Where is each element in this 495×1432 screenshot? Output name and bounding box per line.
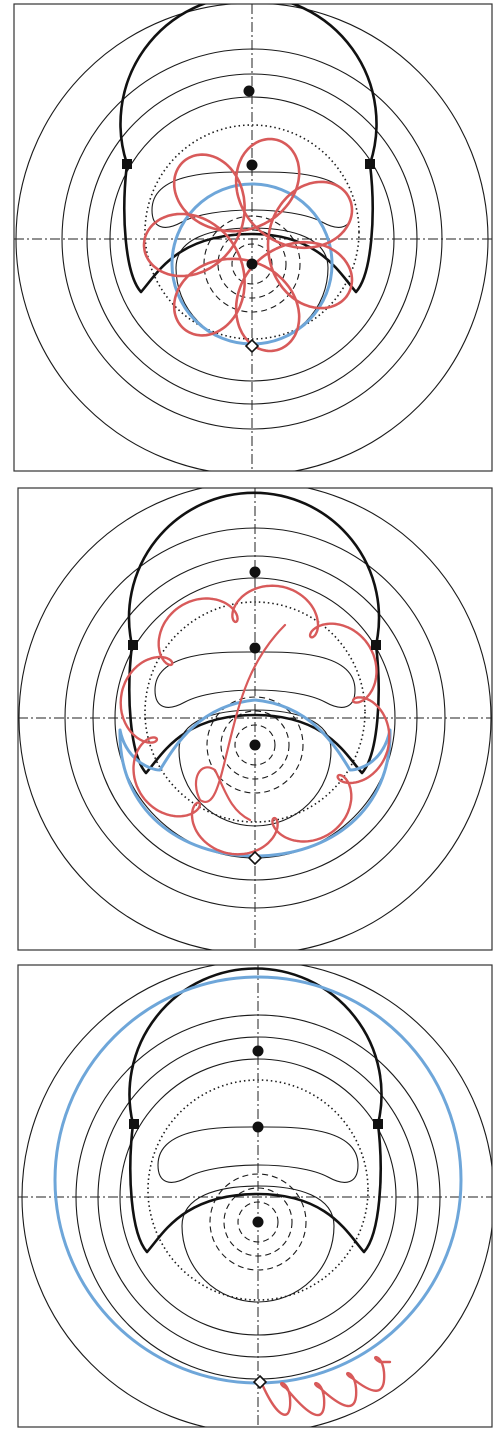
critical-point-marker <box>252 1045 264 1057</box>
critical-point-marker <box>246 258 258 270</box>
dashed-inner-contour <box>220 710 290 780</box>
start-marker <box>244 338 260 354</box>
start-marker <box>252 1374 268 1390</box>
panel-contours <box>18 965 492 1427</box>
lower-well-contour <box>178 709 332 827</box>
dashed-inner-contour <box>237 1201 279 1243</box>
upper-island-contour <box>157 1126 359 1183</box>
red-orbit <box>194 623 287 822</box>
upper-island-contour <box>154 651 356 708</box>
dashed-inner-contour <box>209 1173 307 1271</box>
dashed-inner-contour <box>223 1187 293 1257</box>
critical-point-marker <box>252 1216 264 1228</box>
saddle-marker <box>129 1119 139 1129</box>
panel-2 <box>17 487 493 951</box>
lower-well-contour <box>181 1185 335 1303</box>
start-marker <box>247 850 263 866</box>
dashed-inner-contour <box>231 243 273 285</box>
saddle-marker <box>122 159 132 169</box>
red-orbit <box>260 1356 392 1417</box>
red-orbit <box>142 137 354 353</box>
saddle-marker <box>365 159 375 169</box>
critical-point-marker <box>246 159 258 171</box>
critical-point-marker <box>252 1121 264 1133</box>
critical-point-marker <box>249 642 261 654</box>
panel-3 <box>17 964 493 1428</box>
panel-contours <box>14 4 492 471</box>
critical-point-marker <box>249 739 261 751</box>
dashed-inner-contour <box>234 724 276 766</box>
critical-point-marker <box>243 85 255 97</box>
panel-frame <box>13 3 493 472</box>
blue-orbit <box>118 698 392 858</box>
panel-frame <box>17 964 493 1428</box>
critical-point-marker <box>249 566 261 578</box>
separatrix-curve <box>127 491 381 775</box>
saddle-marker <box>371 640 381 650</box>
dashed-inner-contour <box>206 696 304 794</box>
dashed-inner-contour <box>217 229 287 299</box>
saddle-marker <box>128 640 138 650</box>
panel-1 <box>13 3 493 472</box>
red-orbit <box>119 584 391 856</box>
saddle-marker <box>373 1119 383 1129</box>
panel-contours <box>18 488 492 950</box>
